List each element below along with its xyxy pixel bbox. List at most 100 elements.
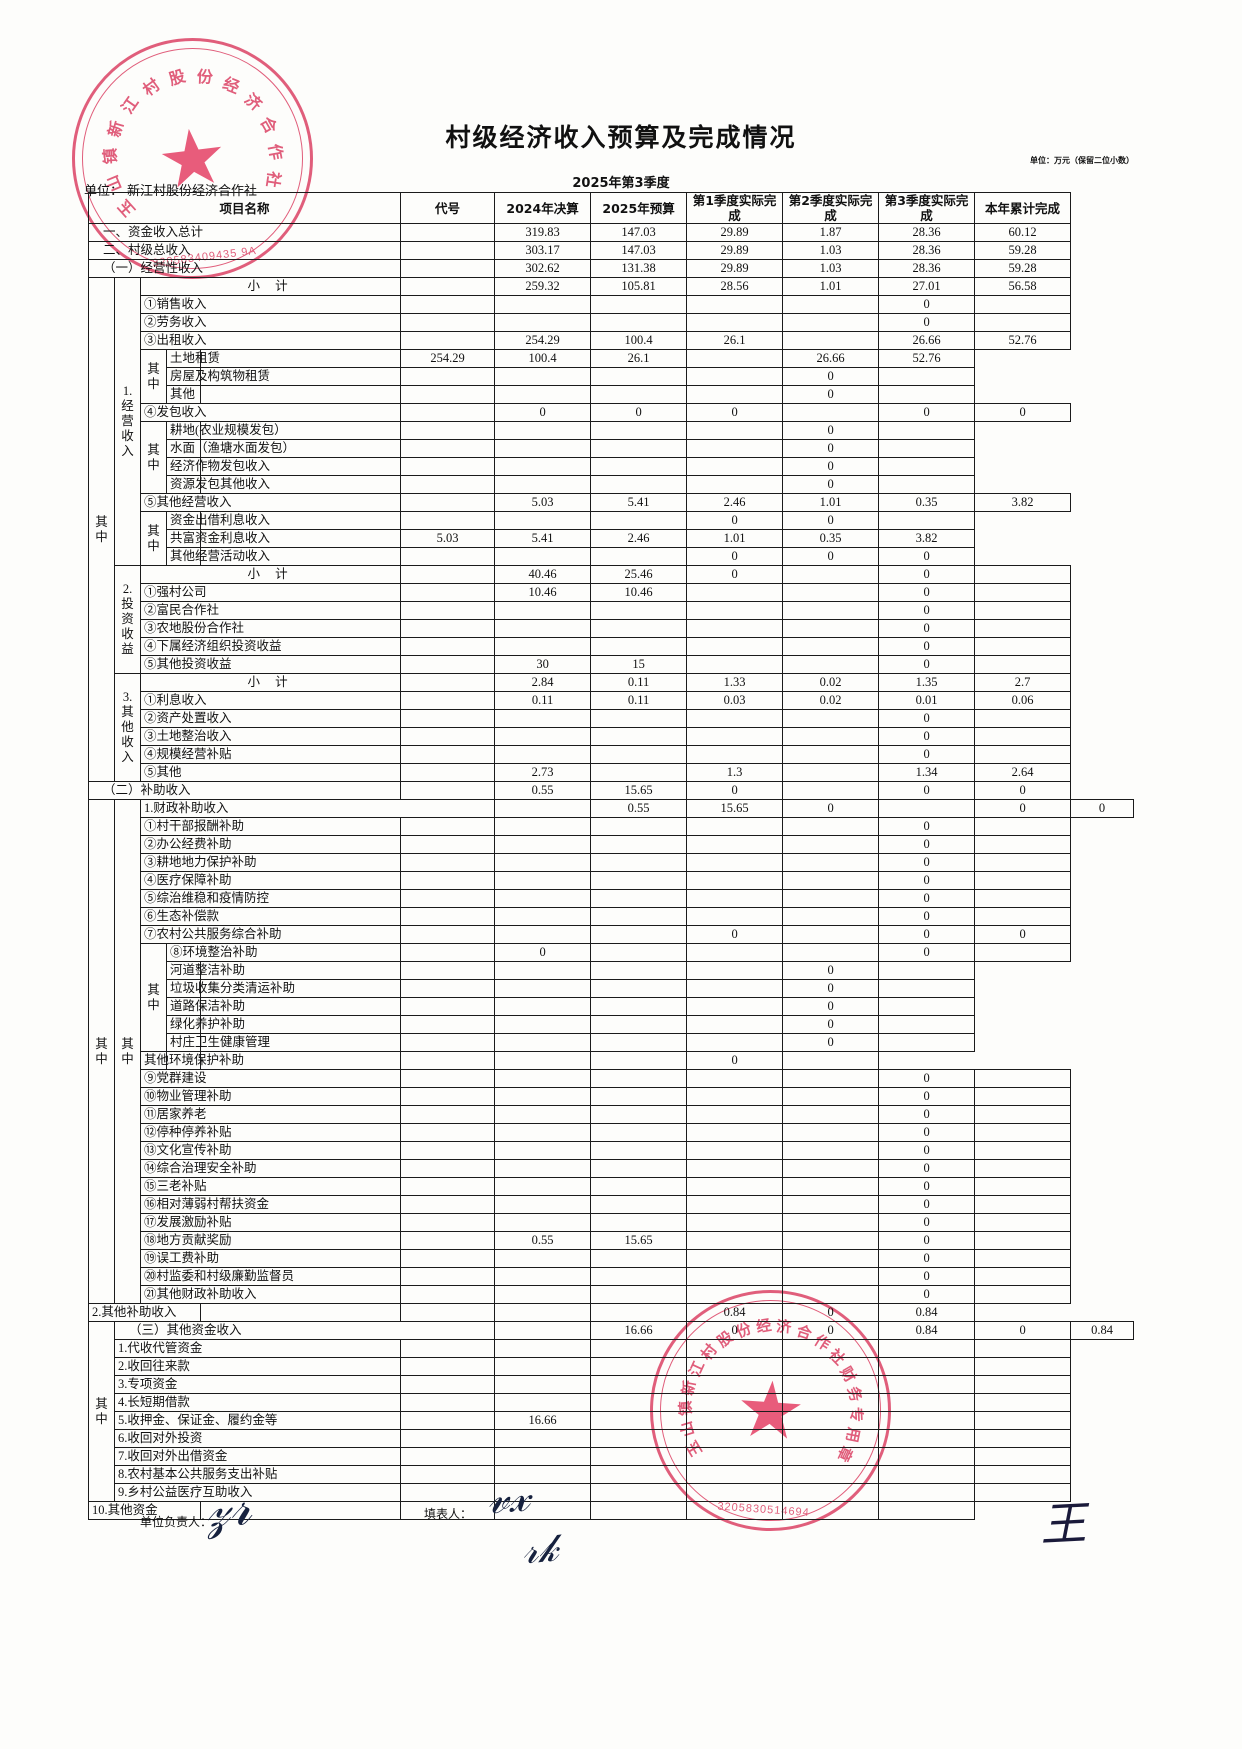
value-q3: 0.35 (878, 493, 976, 512)
value-2025-budget (494, 367, 592, 386)
value-q1 (686, 709, 784, 728)
table-row: ⑭综合治理安全补助 0 (89, 1159, 1134, 1178)
value-q3: 0 (878, 835, 976, 854)
row-label: 小 计 (139, 565, 402, 584)
row-code (400, 601, 496, 620)
value-q2 (782, 871, 880, 890)
value-2024-final (494, 1429, 592, 1448)
value-q3: 0.01 (878, 691, 976, 710)
value-2024-final (400, 1015, 496, 1034)
value-q1 (686, 1285, 784, 1304)
row-label: 一、资金收入总计 (87, 223, 402, 242)
value-2025-budget (590, 1465, 688, 1484)
table-row: ⑯相对薄弱村帮扶资金 0 (89, 1195, 1134, 1214)
row-label: 资金出借利息收入 (166, 511, 270, 530)
value-q1 (686, 889, 784, 908)
money-unit-note: 单位：万元（保留二位小数） (1030, 156, 1134, 165)
preparer-label: 填表人： (424, 1507, 473, 1521)
value-q1 (686, 1375, 784, 1394)
value-q3: 0 (878, 637, 976, 656)
table-row: 其中 1.经营收入小 计 259.32 105.81 28.56 1.01 27.01 56.… (88, 277, 1134, 782)
value-q1 (590, 475, 688, 494)
value-q1 (686, 1339, 784, 1358)
table-row: ⑮三老补贴 0 (89, 1177, 1134, 1196)
value-q2: 0.84 (686, 1303, 784, 1322)
report-period: 2025年第3季度 (572, 176, 670, 191)
row-label: 耕地(农业规模发包） (166, 421, 287, 440)
value-q3: 0 (782, 421, 880, 440)
value-q2 (782, 583, 880, 602)
header-2025-budget: 2025年预算 (590, 192, 688, 224)
value-2024-final (494, 1393, 592, 1412)
value-ytd (974, 1213, 1072, 1232)
value-2025-budget (590, 925, 688, 944)
value-q2 (782, 1123, 880, 1142)
value-q1: 0 (686, 565, 784, 584)
value-2025-budget (590, 1393, 688, 1412)
side-label-other-income: 3.其他收入 (114, 673, 141, 782)
row-label: 3.专项资金 (113, 1375, 402, 1394)
value-q3: 0 (878, 817, 976, 836)
value-ytd (974, 1483, 1072, 1502)
row-label: ①强村公司 (139, 583, 402, 602)
value-q2 (782, 1483, 880, 1502)
row-label: ⑤其他经营收入 (139, 493, 402, 512)
value-ytd (974, 565, 1072, 584)
value-q3: 0 (782, 1303, 880, 1322)
table-row: ⑪居家养老 0 (89, 1105, 1134, 1124)
row-code (400, 889, 496, 908)
value-q2 (782, 1213, 880, 1232)
row-label: ④规模经营补贴 (139, 745, 402, 764)
value-q3: 0 (878, 619, 976, 638)
table-row: ⑱地方贡献奖励 0.55 15.65 0 (89, 1231, 1134, 1250)
value-2024-final: 5.03 (494, 493, 592, 512)
value-2025-budget (590, 763, 688, 782)
row-code (400, 277, 496, 296)
value-ytd: 3.82 (974, 493, 1072, 512)
row-label: ①利息收入 (139, 691, 402, 710)
header-q3: 第3季度实际完成 (878, 192, 976, 224)
value-q1 (590, 421, 688, 440)
row-label: 2.收回往来款 (113, 1357, 402, 1376)
table-row: ④规模经营补贴 0 (89, 745, 1134, 764)
value-2025-budget: 5.41 (590, 493, 688, 512)
table-row: ⑲误工费补助 0 (89, 1249, 1134, 1268)
row-code (400, 637, 496, 656)
responsible-person-label: 单位负责人： (140, 1515, 213, 1529)
value-q3: 0 (782, 1015, 880, 1034)
value-ytd (974, 1465, 1072, 1484)
row-code (400, 907, 496, 926)
value-ytd (974, 1339, 1072, 1358)
table-row: ②办公经费补助 0 (89, 835, 1134, 854)
value-q2: 0.02 (782, 691, 880, 710)
value-q3: 0 (782, 367, 880, 386)
value-q1 (590, 511, 688, 530)
row-label: ②办公经费补助 (139, 835, 402, 854)
row-label: 其他 (166, 385, 201, 404)
table-row: ㉑其他财政补助收入 0 (89, 1285, 1134, 1304)
row-code (400, 295, 496, 314)
value-2024-final (400, 961, 496, 980)
value-2025-budget: 0 (590, 403, 688, 422)
row-label: 房屋及构筑物租赁 (166, 367, 270, 386)
row-code (400, 853, 496, 872)
value-q3: 0 (878, 295, 976, 314)
value-2024-final (494, 889, 592, 908)
value-ytd: 0.06 (974, 691, 1072, 710)
side-label-business-income: 1.经营收入 (114, 277, 141, 566)
value-2024-final (494, 1465, 592, 1484)
value-q2 (686, 1015, 784, 1034)
value-q3: 0 (878, 1249, 976, 1268)
table-row: ⑳村监委和村级廉勤监督员 0 (89, 1267, 1134, 1286)
value-2024-final (494, 1447, 592, 1466)
value-ytd (974, 655, 1072, 674)
table-row: ④发包收入 0 0 0 0 0 (89, 403, 1134, 422)
value-2025-budget (590, 1357, 688, 1376)
value-2025-budget (590, 1105, 688, 1124)
value-q2: 1.87 (782, 223, 880, 242)
value-q1 (686, 727, 784, 746)
value-2024-final (494, 1159, 592, 1178)
value-2025-budget: 105.81 (590, 277, 688, 296)
value-2024-final (494, 925, 592, 944)
row-code (400, 313, 496, 332)
